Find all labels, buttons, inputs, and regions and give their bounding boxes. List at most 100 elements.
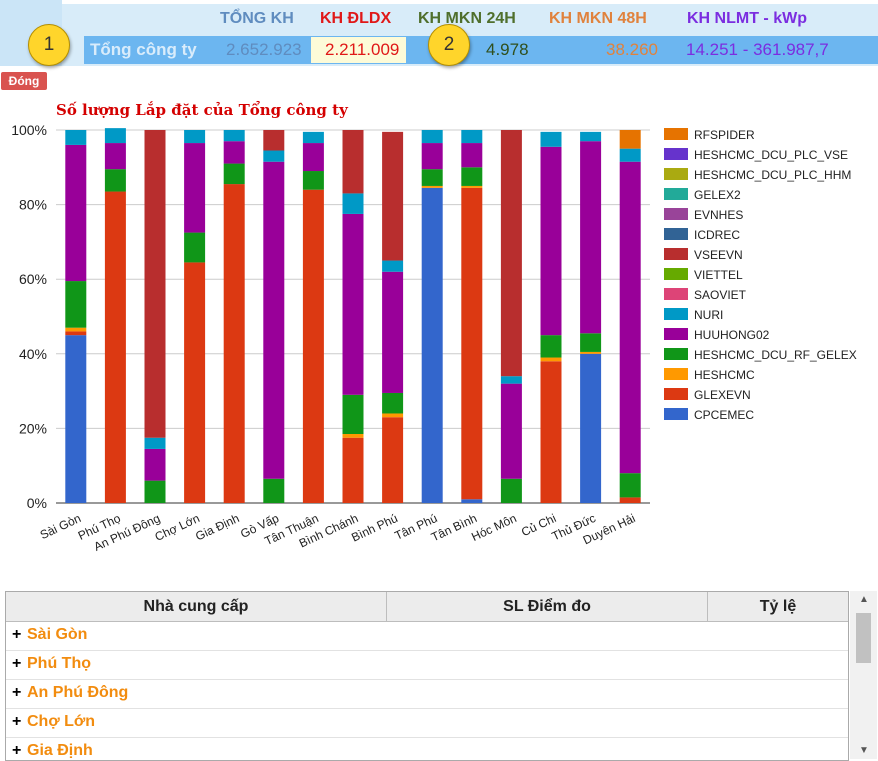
- supplier-table: Nhà cung cấp SL Điểm đo Tỷ lệ + Sài Gòn + P…: [5, 591, 849, 761]
- x-tick-label: Sài Gòn: [38, 511, 83, 542]
- expand-icon[interactable]: +: [12, 626, 22, 643]
- legend-label: GLEXEVN: [694, 388, 751, 402]
- scroll-down-icon[interactable]: ▼: [859, 745, 869, 756]
- header-kh-dldx: KH ĐLDX: [320, 10, 392, 27]
- header-kh-mkn-48h: KH MKN 48H: [549, 10, 647, 27]
- bar-segment: [619, 161, 641, 474]
- bar-segment: [342, 437, 364, 503]
- bar-segment: [302, 189, 324, 503]
- table-row[interactable]: + Gia Định: [6, 738, 848, 760]
- summary-value-tong-kh: 2.652.923: [226, 40, 302, 59]
- table-row[interactable]: + Chợ Lớn: [6, 709, 848, 738]
- expand-icon[interactable]: +: [12, 684, 22, 701]
- row-supplier-name[interactable]: Gia Định: [27, 742, 93, 759]
- column-header-ratio[interactable]: Tỷ lệ: [759, 598, 797, 615]
- bar-segment: [500, 478, 522, 503]
- legend-swatch: [664, 168, 688, 180]
- legend-label: VSEEVN: [694, 248, 743, 262]
- bar-segment: [65, 281, 87, 328]
- bar-segment: [302, 143, 324, 172]
- close-button[interactable]: Đóng: [1, 72, 47, 90]
- scroll-up-icon[interactable]: ▲: [859, 594, 869, 605]
- bar-segment: [302, 171, 324, 190]
- x-tick-label: Gia Định: [193, 511, 241, 543]
- column-header-measure-points[interactable]: SL Điểm đo: [387, 592, 708, 621]
- bar-segment: [65, 144, 87, 282]
- bar-segment: [263, 130, 285, 151]
- column-header-supplier[interactable]: Nhà cung cấp: [6, 592, 387, 621]
- bar-segment: [540, 357, 562, 362]
- bar-segment: [382, 417, 404, 503]
- table-row[interactable]: + Phú Thọ: [6, 651, 848, 680]
- legend-label: GELEX2: [694, 188, 741, 202]
- legend-swatch: [664, 408, 688, 420]
- bar-segment: [263, 478, 285, 503]
- summary-row-label: Tổng công ty: [90, 40, 197, 59]
- legend-label: NURI: [694, 308, 723, 322]
- bar-segment: [461, 187, 483, 500]
- header-tong-kh: TỔNG KH: [220, 10, 294, 27]
- bar-segment: [382, 392, 404, 414]
- legend-swatch: [664, 268, 688, 280]
- row-supplier-name[interactable]: Phú Thọ: [27, 655, 91, 672]
- legend-label: EVNHES: [694, 208, 743, 222]
- bar-segment: [461, 499, 483, 503]
- legend-swatch: [664, 328, 688, 340]
- bar-segment: [461, 130, 483, 144]
- y-tick-label: 80%: [19, 197, 47, 213]
- legend-label: HESHCMC: [694, 368, 755, 382]
- y-tick-label: 20%: [19, 420, 47, 436]
- expand-icon[interactable]: +: [12, 655, 22, 672]
- bar-segment: [580, 353, 602, 503]
- bar-segment: [421, 143, 443, 170]
- legend-swatch: [664, 288, 688, 300]
- legend-swatch: [664, 388, 688, 400]
- y-tick-label: 60%: [19, 271, 47, 287]
- table-row[interactable]: + Sài Gòn: [6, 622, 848, 651]
- legend-swatch: [664, 188, 688, 200]
- table-row[interactable]: + An Phú Đông: [6, 680, 848, 709]
- legend-label: RFSPIDER: [694, 128, 755, 142]
- row-supplier-name[interactable]: An Phú Đông: [27, 684, 129, 701]
- row-supplier-name[interactable]: Chợ Lớn: [27, 713, 96, 730]
- bar-segment: [65, 130, 87, 145]
- bar-segment: [540, 361, 562, 503]
- expand-icon[interactable]: +: [12, 742, 22, 759]
- header-kh-nlmt: KH NLMT - kWp: [687, 10, 807, 27]
- bar-segment: [184, 130, 206, 144]
- bar-segment: [184, 262, 206, 503]
- bar-segment: [580, 131, 602, 142]
- bar-segment: [65, 335, 87, 503]
- callout-1: 1: [28, 24, 70, 66]
- bar-segment: [144, 437, 166, 449]
- bar-segment: [619, 130, 641, 149]
- scrollbar-thumb[interactable]: [856, 613, 871, 663]
- bar-segment: [500, 383, 522, 479]
- bar-segment: [540, 146, 562, 336]
- bar-segment: [144, 448, 166, 481]
- chart-title: Số lượng Lắp đặt của Tổng công ty: [56, 101, 348, 119]
- bar-segment: [382, 271, 404, 393]
- legend-swatch: [664, 228, 688, 240]
- legend-swatch: [664, 248, 688, 260]
- bar-segment: [342, 433, 364, 438]
- bar-segment: [223, 130, 245, 142]
- bar-segment: [619, 148, 641, 162]
- legend-swatch: [664, 128, 688, 140]
- bar-segment: [104, 169, 126, 192]
- legend-label: HUUHONG02: [694, 328, 770, 342]
- bar-segment: [461, 185, 483, 188]
- bar-segment: [540, 335, 562, 358]
- legend-label: CPCEMEC: [694, 408, 754, 422]
- row-supplier-name[interactable]: Sài Gòn: [27, 626, 88, 643]
- bar-segment: [461, 167, 483, 186]
- bar-segment: [382, 131, 404, 261]
- summary-value-kh-mkn-24h: 4.978: [486, 40, 529, 59]
- legend-label: ICDREC: [694, 228, 740, 242]
- table-scrollbar[interactable]: ▲ ▼: [850, 591, 877, 759]
- bar-segment: [184, 143, 206, 233]
- expand-icon[interactable]: +: [12, 713, 22, 730]
- legend-label: VIETTEL: [694, 268, 743, 282]
- table-header: Nhà cung cấp SL Điểm đo Tỷ lệ: [6, 592, 848, 622]
